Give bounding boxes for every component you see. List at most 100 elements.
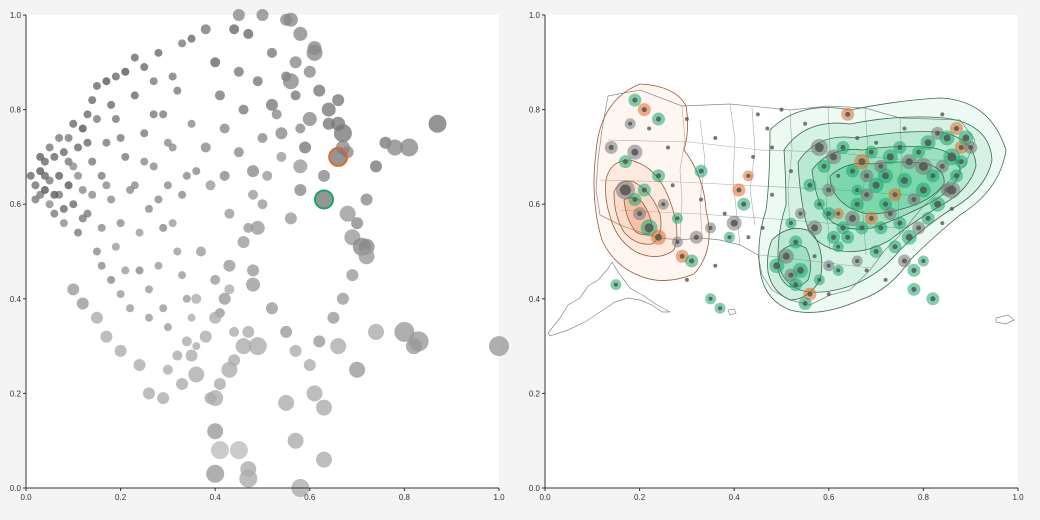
map-point — [637, 211, 643, 217]
scatter-point — [64, 181, 73, 190]
scatter-point — [265, 98, 278, 111]
map-point — [887, 211, 893, 217]
alaska-outline — [547, 261, 671, 337]
map-point — [848, 214, 856, 222]
scatter-panel-left: 0.0 0.2 0.4 0.6 0.8 1.0 0.0 0.2 0.4 0.6 0.8 1.0 — [10, 9, 509, 502]
map-point — [641, 187, 647, 193]
map-point-small — [751, 154, 756, 159]
scatter-point — [290, 90, 301, 101]
scatter-point — [69, 119, 78, 128]
scatter-point — [173, 86, 182, 95]
map-point-small — [940, 112, 945, 117]
map-point — [817, 277, 822, 282]
scatter-point — [135, 228, 144, 237]
y-tick-label-right: 0.0 — [529, 484, 541, 493]
scatter-points-left — [26, 9, 509, 497]
map-point — [911, 267, 917, 273]
scatter-point — [88, 157, 97, 166]
scatter-point — [289, 56, 302, 69]
map-point — [613, 282, 618, 287]
scatter-point — [293, 159, 308, 174]
map-point-small — [670, 183, 675, 188]
scatter-point — [200, 24, 211, 35]
scatter-point — [178, 190, 187, 199]
scatter-point — [78, 124, 87, 133]
scatter-point — [224, 284, 235, 295]
scatter-point — [188, 366, 205, 383]
scatter-point — [92, 115, 101, 124]
scatter-point — [333, 124, 352, 143]
scatter-point — [111, 115, 120, 124]
x-tick-label-right: 0.0 — [539, 493, 551, 502]
scatter-point — [275, 127, 288, 140]
map-point — [930, 173, 936, 179]
scatter-point — [321, 102, 336, 117]
scatter-point — [172, 350, 183, 361]
highlighted-point — [328, 146, 349, 167]
scatter-point — [100, 330, 113, 343]
x-tick-label-right: 0.6 — [823, 493, 835, 502]
scatter-point — [182, 171, 191, 180]
scatter-point — [130, 53, 139, 62]
scatter-point — [144, 285, 153, 294]
scatter-point — [74, 228, 83, 237]
scatter-point — [102, 77, 111, 86]
y-tick-label-left: 0.2 — [10, 389, 22, 398]
scatter-point — [78, 214, 87, 223]
scatter-point — [116, 290, 125, 299]
map-point — [793, 239, 799, 245]
map-point — [892, 244, 898, 250]
map-point-small — [902, 126, 907, 131]
map-point — [608, 144, 614, 150]
map-point — [854, 201, 860, 207]
scatter-point — [97, 261, 106, 270]
map-point — [632, 97, 638, 103]
scatter-point — [78, 186, 87, 195]
map-point — [788, 272, 794, 278]
scatter-point — [111, 242, 120, 251]
scatter-point — [74, 143, 83, 152]
map-point — [921, 258, 926, 263]
scatter-point — [126, 186, 135, 195]
map-point — [698, 168, 704, 174]
map-point — [873, 249, 879, 254]
map-point — [919, 186, 927, 194]
y-tick-label-left: 1.0 — [10, 11, 22, 20]
map-point — [882, 172, 890, 180]
scatter-point — [295, 123, 306, 134]
scatter-point — [327, 311, 340, 324]
map-point — [947, 185, 957, 195]
x-tick-label-left: 0.4 — [210, 493, 222, 502]
map-point — [878, 163, 884, 169]
map-point — [619, 184, 631, 196]
map-point — [628, 121, 633, 126]
map-point — [802, 301, 808, 307]
scatter-point — [250, 220, 265, 235]
scatter-point — [206, 464, 225, 483]
map-point — [656, 173, 662, 179]
y-tick-label-right: 0.2 — [529, 389, 541, 398]
scatter-point — [313, 335, 326, 348]
scatter-point — [256, 9, 269, 21]
scatter-point — [154, 48, 163, 57]
scatter-point — [187, 34, 196, 43]
scatter-point — [284, 212, 297, 225]
scatter-point — [257, 132, 268, 143]
scatter-point — [233, 66, 244, 77]
map-point — [934, 200, 942, 208]
scatter-point — [55, 133, 64, 142]
map-point-small — [826, 292, 831, 297]
map-point-small — [722, 211, 727, 216]
scatter-point — [257, 199, 268, 210]
y-tick-label-right: 1.0 — [529, 11, 541, 20]
scatter-point — [233, 147, 244, 158]
map-point — [859, 225, 865, 231]
map-point — [655, 233, 663, 241]
map-point-small — [770, 192, 775, 197]
map-point — [641, 107, 647, 113]
scatter-point — [50, 209, 59, 218]
map-point — [826, 187, 832, 193]
scatter-point — [102, 138, 111, 147]
scatter-point — [144, 313, 153, 322]
map-point — [905, 158, 913, 166]
